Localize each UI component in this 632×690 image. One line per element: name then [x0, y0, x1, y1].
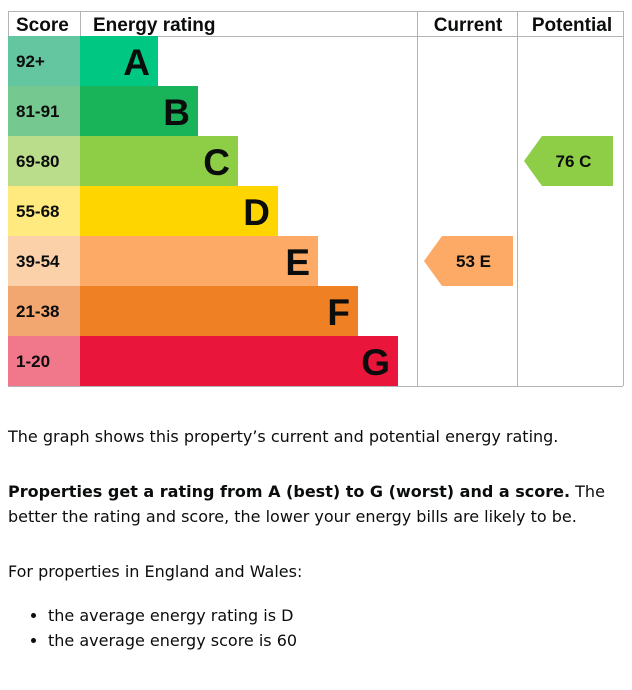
current-rating-arrow: [424, 236, 513, 286]
header-score: Score: [16, 15, 69, 36]
score-cell-e: [8, 236, 80, 286]
score-cell-g: [8, 336, 80, 386]
chart-header: Score Energy rating Current Potential: [16, 15, 612, 36]
band-bar-a: [80, 36, 158, 86]
average-score-item: the average energy score is 60: [48, 628, 297, 653]
average-rating-item: the average energy rating is D: [48, 603, 297, 628]
score-range-d: 55-68: [16, 202, 59, 221]
header-potential: Potential: [532, 15, 612, 36]
chart-summary-text: The graph shows this property’s current …: [8, 427, 559, 446]
potential-rating-arrow: [524, 136, 613, 186]
band-letter-g: G: [361, 342, 390, 383]
current-rating-label: 53 E: [456, 252, 491, 271]
band-bar-b: [80, 86, 198, 136]
band-bar-f: [80, 286, 358, 336]
band-letter-e: E: [285, 242, 310, 283]
rating-explanation-bold: Properties get a rating from A (best) to…: [8, 482, 571, 501]
rating-explanation: Properties get a rating from A (best) to…: [8, 479, 624, 529]
score-cell-c: [8, 136, 80, 186]
score-range-f: 21-38: [16, 302, 59, 321]
band-bar-d: [80, 186, 278, 236]
band-bar-c: [80, 136, 238, 186]
potential-rating-label: 76 C: [556, 152, 592, 171]
epc-rating-chart: 92+ A81-91 B69-80 C55-68 D39-54 E21-38 F1-20 G …: [8, 11, 624, 387]
band-letter-d: D: [243, 192, 270, 233]
band-letter-c: C: [203, 142, 230, 183]
score-range-e: 39-54: [16, 252, 60, 271]
score-range-a: 92+: [16, 52, 45, 71]
header-current: Current: [434, 15, 503, 36]
score-range-c: 69-80: [16, 152, 59, 171]
band-letter-f: F: [327, 292, 350, 333]
band-bar-g: [80, 336, 398, 386]
band-letter-a: A: [123, 42, 150, 83]
score-cell-a: [8, 36, 80, 86]
score-cell-f: [8, 286, 80, 336]
score-cell-b: [8, 86, 80, 136]
score-range-g: 1-20: [16, 352, 50, 371]
band-bar-e: [80, 236, 318, 286]
band-letter-b: B: [163, 92, 190, 133]
rating-arrows: 53 E 76 C: [424, 136, 613, 286]
rating-explanation-rest: The better the rating and score, the low…: [8, 482, 605, 526]
score-cell-d: [8, 186, 80, 236]
rating-bands: 92+ A 81-91 B 69-80 C 55-68 D 39-54 E 21-38 F 1-20 G: [8, 36, 398, 386]
header-energy-rating: Energy rating: [93, 15, 215, 36]
averages-list: the average energy rating is D the avera…: [8, 603, 297, 653]
averages-intro: For properties in England and Wales:: [8, 562, 303, 581]
score-range-b: 81-91: [16, 102, 59, 121]
